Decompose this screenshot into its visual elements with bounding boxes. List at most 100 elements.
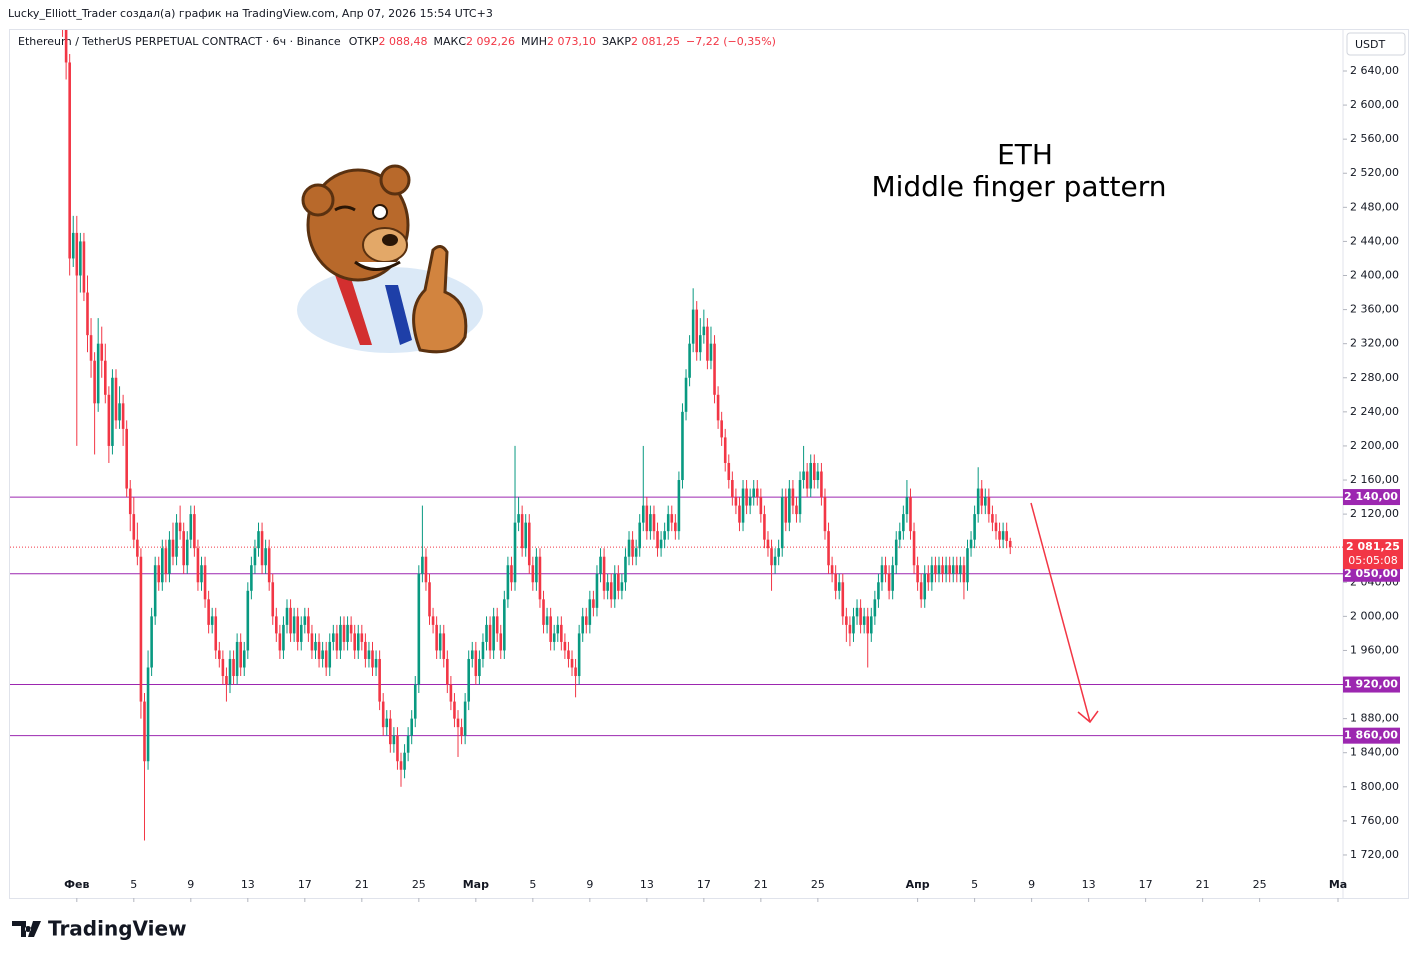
candle-body bbox=[71, 232, 75, 259]
candle-body bbox=[403, 752, 406, 770]
candle-body bbox=[168, 539, 171, 574]
x-tick-label: Мар bbox=[463, 878, 489, 891]
candle-body bbox=[431, 616, 435, 625]
y-tick-label: 2 360,00 bbox=[1350, 303, 1399, 316]
candle-body bbox=[478, 658, 481, 677]
candle-body bbox=[282, 624, 285, 651]
candle-body bbox=[588, 599, 592, 625]
candle-body bbox=[364, 641, 367, 659]
candle-body bbox=[734, 497, 738, 506]
candle-body bbox=[374, 658, 378, 668]
x-tick-label: Апр bbox=[906, 878, 930, 891]
candle-body bbox=[517, 514, 520, 523]
candle-body bbox=[424, 556, 428, 583]
candle-body bbox=[381, 701, 385, 728]
candle-body bbox=[310, 633, 314, 651]
candle-body bbox=[132, 514, 136, 540]
y-tick-label: 2 120,00 bbox=[1350, 507, 1399, 520]
candle-body bbox=[738, 505, 741, 523]
y-tick-label: 2 480,00 bbox=[1350, 200, 1399, 213]
x-tick-label: 25 bbox=[1253, 878, 1267, 891]
y-tick-label: 2 000,00 bbox=[1350, 609, 1399, 622]
candle-body bbox=[356, 633, 360, 651]
candle-body bbox=[816, 471, 820, 481]
candle-body bbox=[299, 624, 303, 642]
y-tick-label: 1 960,00 bbox=[1350, 643, 1399, 656]
candle-body bbox=[887, 573, 891, 591]
candle-body bbox=[919, 582, 923, 600]
candle-body bbox=[506, 565, 510, 600]
candle-body bbox=[745, 488, 748, 506]
candle-body bbox=[837, 582, 841, 591]
legend-value: 2 081,25 bbox=[631, 35, 680, 48]
x-tick-label: 17 bbox=[1139, 878, 1153, 891]
annotation-text: Middle finger pattern bbox=[871, 170, 1166, 203]
candle-body bbox=[221, 658, 225, 677]
level-label: 2 140,00 bbox=[1344, 490, 1398, 503]
candle-body bbox=[795, 505, 798, 515]
candle-body bbox=[609, 582, 613, 600]
candle-body bbox=[859, 607, 862, 625]
candle-body bbox=[577, 633, 581, 677]
y-tick-label: 1 760,00 bbox=[1350, 814, 1399, 827]
candle-body bbox=[228, 658, 232, 685]
candle-body bbox=[531, 565, 535, 583]
level-tag bbox=[1343, 565, 1400, 582]
candle-body bbox=[499, 633, 503, 651]
candle-body bbox=[396, 735, 399, 762]
y-tick-label: 2 320,00 bbox=[1350, 337, 1399, 350]
candle-body bbox=[278, 633, 282, 651]
candle-body bbox=[267, 548, 271, 583]
candle-body bbox=[246, 590, 250, 651]
candle-body bbox=[239, 641, 242, 668]
candle-body bbox=[136, 539, 139, 557]
candle-body bbox=[250, 565, 253, 591]
candle-body bbox=[962, 565, 966, 583]
candle-body bbox=[820, 471, 823, 498]
legend-value: 2 073,10 bbox=[547, 35, 596, 48]
candle-body bbox=[798, 480, 802, 515]
y-tick-label: 2 200,00 bbox=[1350, 439, 1399, 452]
candle-body bbox=[139, 556, 143, 702]
forecast-arrow bbox=[1030, 502, 1099, 724]
candle-body bbox=[716, 394, 720, 421]
last-price-label: 2 081,25 bbox=[1346, 540, 1400, 553]
candle-body bbox=[114, 377, 118, 421]
candle-body bbox=[884, 565, 887, 574]
x-tick-label: 5 bbox=[130, 878, 137, 891]
candle-body bbox=[128, 488, 132, 515]
candle-body bbox=[755, 488, 759, 498]
candle-body bbox=[894, 539, 898, 566]
candle-body bbox=[474, 650, 478, 677]
candle-body bbox=[389, 718, 392, 745]
candle-body bbox=[891, 565, 894, 591]
candle-body bbox=[937, 565, 941, 574]
currency[interactable]: USDT bbox=[1355, 38, 1386, 51]
candle-body bbox=[111, 377, 114, 446]
candle-body bbox=[674, 522, 677, 532]
x-tick-label: 9 bbox=[586, 878, 593, 891]
y-tick-label: 1 720,00 bbox=[1350, 848, 1399, 861]
legend-value: 2 088,48 bbox=[379, 35, 428, 48]
candle-body bbox=[570, 658, 574, 668]
candle-body bbox=[150, 616, 153, 668]
candle-body bbox=[823, 497, 827, 532]
candle-body bbox=[449, 684, 453, 702]
candle-body bbox=[157, 565, 161, 583]
candle-body bbox=[317, 641, 321, 659]
candle-body bbox=[809, 462, 813, 489]
candle-body bbox=[495, 616, 499, 634]
candle-body bbox=[438, 633, 442, 651]
candle-body bbox=[342, 624, 346, 642]
candle-body bbox=[1008, 540, 1012, 548]
candle-body bbox=[260, 531, 264, 566]
candle-body bbox=[984, 497, 987, 506]
candle-body bbox=[627, 539, 631, 557]
candle-body bbox=[666, 514, 670, 532]
candle-body bbox=[332, 633, 335, 642]
candle-body bbox=[353, 633, 356, 651]
candle-body bbox=[456, 718, 460, 728]
currency-box[interactable] bbox=[1346, 32, 1406, 56]
candle-body bbox=[335, 633, 339, 651]
candle-body bbox=[930, 565, 934, 583]
